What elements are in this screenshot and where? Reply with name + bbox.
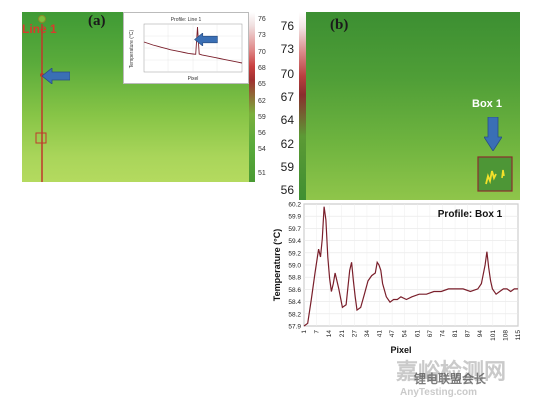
colorbar-b: [299, 12, 306, 200]
arrow-left-icon: [194, 33, 218, 46]
colorbar-a-tick: 73: [258, 32, 266, 39]
y-tick-label: 58.6: [288, 287, 301, 294]
colorbar-a-tick: 76: [258, 16, 266, 23]
watermark-line-1: 嘉峪检测网: [396, 359, 507, 384]
line-1-end-marker: [35, 132, 47, 144]
colorbar-b-tick: 64: [280, 113, 294, 127]
box-chart-yticks: 57.9 58.2 58.4 58.6 58.8 59.0 59.2 59.4 59.7 59.9…: [288, 202, 301, 331]
inset-title: Profile: Line 1: [171, 17, 202, 23]
y-tick-label: 59.7: [288, 226, 301, 233]
box-chart-title: Profile: Box 1: [438, 209, 503, 220]
y-tick-label: 58.8: [288, 275, 301, 282]
inset-grid: [144, 24, 242, 72]
x-tick-label: 27: [351, 330, 358, 338]
colorbar-a-tick: 65: [258, 81, 266, 88]
inset-chart: Profile: Line 1 Temperature (°C) Pixel: [129, 17, 243, 82]
y-tick-label: 58.4: [288, 299, 301, 306]
colorbar-a-tick: 54: [258, 146, 266, 153]
x-tick-label: 1: [301, 330, 308, 334]
line-1-overlay: [35, 15, 47, 182]
y-tick-label: 57.9: [288, 324, 301, 331]
box-series-line: [303, 206, 518, 327]
line-1-start-marker: [38, 15, 46, 23]
colorbar-a: [249, 12, 255, 182]
x-tick-label: 54: [402, 330, 409, 338]
x-tick-label: 21: [339, 330, 346, 338]
x-tick-label: 7: [314, 330, 321, 334]
profile-box-1-chart: 57.9 58.2 58.4 58.6 58.8 59.0 59.2 59.4 59.7 59.9…: [270, 200, 522, 362]
x-tick-label: 87: [465, 330, 472, 338]
colorbar-b-tick: 56: [280, 183, 294, 197]
line-1-label: Line 1: [22, 22, 57, 36]
colorbar-b-tick: 62: [280, 137, 294, 151]
box-1-chart-svg: 57.9 58.2 58.4 58.6 58.8 59.0 59.2 59.4 59.7 59.9…: [272, 202, 522, 356]
y-tick-label: 59.9: [288, 214, 301, 221]
x-tick-label: 94: [477, 330, 484, 338]
y-tick-label: 60.2: [288, 202, 301, 209]
box-chart-ylabel: Temperature (°C): [272, 229, 282, 301]
box-chart-xticks: 1 7 14 21 27 34 41 47 54 61 67 74 81 87 94 101 108 115: [301, 330, 522, 341]
x-tick-label: 14: [326, 330, 333, 338]
x-tick-label: 67: [427, 330, 434, 338]
watermark-line-2: 锂电联盟会长: [414, 372, 487, 386]
arrow-down-icon: [484, 117, 502, 151]
colorbar-a-tick: 59: [258, 114, 266, 121]
colorbar-b-tick: 73: [280, 42, 294, 56]
x-tick-label: 61: [414, 330, 421, 338]
y-tick-label: 59.4: [288, 238, 301, 245]
colorbar-b-tick: 59: [280, 160, 294, 174]
box-1-region: [477, 156, 513, 192]
x-tick-label: 47: [389, 330, 396, 338]
inset-series-line: [143, 26, 243, 64]
colorbar-b-tick: 76: [280, 19, 294, 33]
inset-xlabel: Pixel: [188, 76, 199, 82]
arrow-left-icon: [42, 68, 70, 84]
panel-a-label: (a): [88, 13, 106, 29]
x-tick-label: 101: [490, 330, 497, 341]
box-chart-grid: [303, 203, 519, 327]
inset-profile-line-1: Profile: Line 1 Temperature (°C) Pixel: [123, 12, 249, 84]
y-tick-label: 59.2: [288, 250, 301, 257]
colorbar-a-tick: 56: [258, 130, 266, 137]
panel-b-label: (b): [330, 17, 349, 33]
x-tick-label: 74: [439, 330, 446, 338]
x-tick-label: 41: [377, 330, 384, 338]
inset-ylabel: Temperature (°C): [129, 29, 135, 68]
box-1-label: Box 1: [472, 98, 502, 110]
colorbar-b-tick: 70: [280, 67, 294, 81]
colorbar-a-tick: 68: [258, 65, 266, 72]
x-tick-label: 81: [452, 330, 459, 338]
x-tick-label: 108: [502, 330, 509, 341]
colorbar-a-tick: 62: [258, 98, 266, 105]
colorbar-a-tick: 70: [258, 49, 266, 56]
y-tick-label: 58.2: [288, 311, 301, 318]
box-chart-xlabel: Pixel: [390, 345, 411, 355]
colorbar-a-tick: 51: [258, 170, 266, 177]
x-tick-label: 34: [364, 330, 371, 338]
y-tick-label: 59.0: [288, 263, 301, 270]
colorbar-b-tick: 67: [280, 90, 294, 104]
watermark-line-3: AnyTesting.com: [400, 387, 478, 398]
x-tick-label: 115: [515, 330, 520, 341]
